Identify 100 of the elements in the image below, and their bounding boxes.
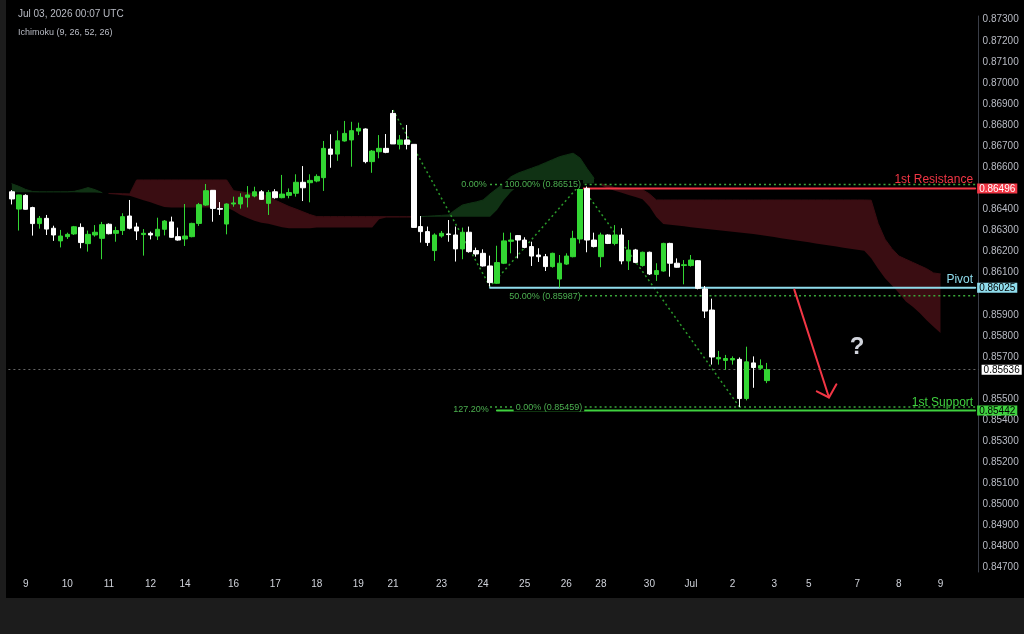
x-tick-label: 26 <box>560 577 573 589</box>
candlestick <box>162 219 167 236</box>
y-tick-label: 0.85100 <box>982 477 1020 489</box>
x-tick-label: 28 <box>595 577 607 589</box>
x-tick-label: 14 <box>179 577 192 589</box>
candlestick <box>764 362 770 384</box>
annotation: 50.00% (0.85987) <box>509 291 581 301</box>
candlestick <box>543 253 548 272</box>
chart-title: Jul 03, 2026 00:07 UTC <box>18 7 124 19</box>
candlestick <box>626 239 631 271</box>
x-tick-label: 19 <box>352 577 365 589</box>
annotation: 0.00% (0.85459) <box>515 401 583 412</box>
candlestick <box>272 188 278 200</box>
candlestick <box>453 226 458 263</box>
candlestick <box>58 229 63 248</box>
candlestick <box>155 217 160 241</box>
candlestick <box>127 199 132 230</box>
candlestick <box>661 242 666 273</box>
candlestick <box>397 134 403 150</box>
candlestick <box>744 346 749 401</box>
candlestick <box>141 228 146 257</box>
x-tick-label: 23 <box>435 577 448 589</box>
candlestick <box>633 248 638 264</box>
candlestick <box>758 358 763 371</box>
y-tick-label: 0.84900 <box>982 519 1020 531</box>
x-tick-label: 8 <box>896 577 903 589</box>
candlestick <box>619 227 624 265</box>
x-tick-label: 5 <box>806 577 813 589</box>
candlestick <box>349 121 354 168</box>
x-tick-label: 16 <box>228 577 240 589</box>
ref-line-label: 0.85636 <box>983 364 1021 376</box>
y-tick-label: 0.84800 <box>982 540 1020 552</box>
candlestick <box>598 232 604 268</box>
candlestick <box>557 254 562 289</box>
candlestick <box>342 120 347 143</box>
series-label: Pivot <box>946 271 974 286</box>
candlestick <box>106 222 112 235</box>
candlestick <box>723 354 728 371</box>
y-tick-label: 0.85300 <box>982 434 1020 446</box>
candlestick <box>383 133 389 154</box>
candlestick <box>432 232 437 262</box>
candlestick <box>640 251 645 268</box>
candlestick <box>37 215 42 230</box>
x-tick-label: 17 <box>269 577 282 589</box>
candlestick <box>654 262 659 282</box>
annotation: 0.00% <box>461 179 487 189</box>
candlestick <box>231 196 236 208</box>
x-tick-label: 3 <box>771 577 778 589</box>
series-label: 1st Resistance <box>894 172 974 187</box>
candlestick <box>335 130 340 162</box>
candlestick <box>647 251 652 276</box>
annotation: 127.20% <box>453 404 489 414</box>
y-tick-label: 0.87200 <box>982 34 1020 46</box>
y-tick-label: 0.86200 <box>982 245 1020 257</box>
candlestick <box>238 192 243 210</box>
y-tick-label: 0.86300 <box>982 224 1020 236</box>
x-tick-label: 2 <box>729 577 736 589</box>
y-tick-label: 0.87100 <box>982 55 1020 67</box>
x-tick-label: 18 <box>311 577 323 589</box>
y-tick-label: 0.85900 <box>982 308 1020 320</box>
text: Ichimoku (9, 26, 52, 26) <box>18 26 113 37</box>
x-tick-label: 30 <box>643 577 656 589</box>
x-tick-label: 12 <box>144 577 157 589</box>
candlestick <box>16 194 22 232</box>
candlestick <box>550 252 555 269</box>
candlestick <box>605 233 611 245</box>
candlestick <box>730 355 735 366</box>
candlestick <box>529 241 534 267</box>
series-label: 1st Support <box>911 394 974 409</box>
x-tick-label: 9 <box>937 577 944 589</box>
x-tick-label: 25 <box>519 577 531 589</box>
candlestick <box>356 122 361 136</box>
x-tick-label: 9 <box>22 577 29 589</box>
candlestick <box>224 202 229 235</box>
y-tick-label: 0.85000 <box>982 498 1020 510</box>
y-tick-label: 0.87000 <box>982 76 1020 88</box>
data-label: 0.86025 <box>979 282 1016 294</box>
candlestick <box>148 231 153 240</box>
candlestick <box>716 350 721 366</box>
candlestick <box>78 222 84 249</box>
y-tick-label: 0.85200 <box>982 456 1020 468</box>
candlestick <box>300 165 306 202</box>
candlestick <box>460 227 465 260</box>
candlestick <box>439 230 444 239</box>
x-tick-label: 10 <box>61 577 74 589</box>
candlestick <box>245 185 250 208</box>
candlestick <box>425 226 430 247</box>
candlestick <box>134 222 139 241</box>
data-label: 0.85442 <box>979 405 1016 417</box>
y-tick-label: 0.87300 <box>982 13 1020 25</box>
y-tick-label: 0.86900 <box>982 97 1020 109</box>
x-tick-label: Jul <box>684 577 698 589</box>
candlestick <box>751 355 756 389</box>
candlestick <box>44 214 49 236</box>
candlestick <box>390 109 396 145</box>
candlestick <box>363 127 368 164</box>
y-tick-label: 0.86600 <box>982 160 1020 172</box>
x-tick-label: 24 <box>477 577 490 589</box>
annotation: ? <box>849 331 865 359</box>
y-tick-label: 0.86400 <box>982 203 1020 215</box>
